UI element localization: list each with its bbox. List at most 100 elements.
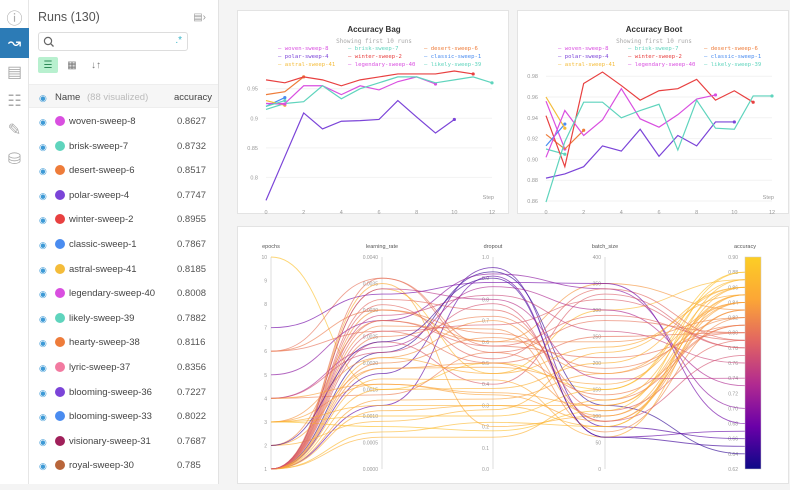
series-line[interactable]	[545, 121, 735, 179]
filter-button[interactable]: ☰	[38, 57, 58, 73]
series-end-point[interactable]	[563, 152, 567, 156]
run-line[interactable]	[270, 277, 746, 470]
legend-item[interactable]: — polar-sweep-4	[558, 54, 609, 60]
run-row[interactable]: ◉ woven-sweep-8 0.8627	[29, 109, 218, 133]
series-line[interactable]	[266, 76, 436, 105]
run-name[interactable]: astral-sweep-41	[69, 263, 137, 275]
run-line[interactable]	[270, 309, 746, 369]
legend-item[interactable]: — brisk-sweep-7	[348, 46, 399, 52]
run-line[interactable]	[270, 309, 746, 470]
run-name[interactable]: lyric-sweep-37	[69, 362, 131, 373]
run-name[interactable]: visionary-sweep-31	[69, 435, 151, 447]
series-line[interactable]	[545, 100, 566, 150]
series-end-point[interactable]	[770, 94, 774, 98]
series-end-point[interactable]	[283, 98, 287, 103]
run-name[interactable]: likely-sweep-39	[69, 312, 135, 324]
run-color-dot[interactable]	[55, 312, 65, 323]
run-line[interactable]	[270, 298, 746, 470]
run-row[interactable]: ◉ likely-sweep-39 0.7882	[29, 306, 218, 330]
run-row[interactable]: ◉ hearty-sweep-38 0.8116	[29, 330, 218, 354]
legend-item[interactable]: — woven-sweep-8	[278, 46, 329, 52]
run-name[interactable]: woven-sweep-8	[69, 116, 136, 127]
series-line[interactable]	[545, 95, 772, 203]
run-line[interactable]	[270, 288, 746, 470]
series-end-point[interactable]	[283, 102, 287, 106]
legend-item[interactable]: — likely-sweep-39	[704, 62, 761, 68]
run-line[interactable]	[270, 301, 746, 406]
series-line[interactable]	[545, 71, 754, 169]
eye-icon[interactable]: ◉	[39, 461, 47, 472]
axis-title[interactable]: batch_size	[592, 244, 618, 250]
axis-title[interactable]: dropout	[484, 244, 503, 250]
eye-icon[interactable]: ◉	[39, 363, 47, 373]
legend-item[interactable]: — astral-sweep-41	[558, 62, 615, 68]
run-row[interactable]: ◉ classic-sweep-1 0.7867	[29, 232, 218, 256]
axis-title[interactable]: learning_rate	[366, 244, 398, 250]
run-color-dot[interactable]	[55, 263, 65, 274]
group-button[interactable]: ▦	[67, 59, 77, 71]
eye-icon[interactable]: ◉	[39, 387, 47, 398]
run-line[interactable]	[270, 324, 746, 399]
series-end-point[interactable]	[452, 117, 456, 122]
series-line[interactable]	[265, 99, 455, 201]
table-icon[interactable]: ▤	[6, 64, 23, 81]
run-name[interactable]: hearty-sweep-38	[69, 337, 140, 349]
run-line[interactable]	[270, 315, 746, 470]
eye-icon[interactable]: ◉	[39, 240, 47, 250]
series-line[interactable]	[265, 76, 305, 96]
parallel-coordinates-chart[interactable]: epochs10987654321learning_rate0.00400.00…	[238, 227, 790, 485]
run-name[interactable]: blooming-sweep-33	[69, 411, 152, 423]
eye-icon[interactable]: ◉	[39, 166, 47, 177]
series-end-point[interactable]	[732, 120, 736, 124]
run-color-dot[interactable]	[55, 239, 65, 249]
run-row[interactable]: ◉ lyric-sweep-37 0.8356	[29, 355, 218, 379]
accuracy-bag-chart[interactable]: Accuracy Bag Showing first 10 runs — woven…	[238, 11, 510, 216]
run-line[interactable]	[270, 301, 746, 470]
run-line[interactable]	[270, 277, 746, 447]
run-color-dot[interactable]	[55, 386, 65, 397]
eye-icon[interactable]: ◉	[39, 264, 47, 275]
legend-item[interactable]: — desert-sweep-6	[704, 46, 758, 52]
run-color-dot[interactable]	[55, 460, 65, 471]
run-line[interactable]	[270, 293, 746, 470]
run-color-dot[interactable]	[55, 116, 65, 126]
name-column-header[interactable]: Name	[55, 92, 81, 103]
run-name[interactable]: royal-sweep-30	[69, 460, 134, 472]
run-row[interactable]: ◉ polar-sweep-4 0.7747	[29, 183, 218, 207]
run-name[interactable]: blooming-sweep-36	[69, 386, 152, 398]
eye-icon[interactable]: ◉	[39, 141, 47, 152]
run-color-dot[interactable]	[55, 435, 65, 446]
run-row[interactable]: ◉ legendary-sweep-40 0.8008	[29, 281, 218, 305]
run-line[interactable]	[270, 294, 746, 470]
series-end-point[interactable]	[563, 126, 567, 130]
legend-item[interactable]: — classic-sweep-1	[424, 54, 481, 60]
run-row[interactable]: ◉ royal-sweep-30 0.785	[29, 453, 218, 477]
sort-button[interactable]: ↓↑	[91, 59, 101, 71]
series-end-point[interactable]	[582, 128, 586, 132]
run-line[interactable]	[270, 286, 746, 428]
legend-item[interactable]: — classic-sweep-1	[704, 54, 761, 60]
chart-icon[interactable]: ↝	[0, 28, 29, 58]
legend-item[interactable]: — polar-sweep-4	[278, 54, 329, 60]
search-box[interactable]: .*	[38, 32, 188, 52]
legend-item[interactable]: — legendary-sweep-40	[348, 62, 415, 68]
legend-item[interactable]: — astral-sweep-41	[278, 62, 335, 68]
legend-item[interactable]: — woven-sweep-8	[558, 46, 609, 52]
search-input[interactable]	[57, 34, 177, 52]
run-row[interactable]: ◉ blooming-sweep-36 0.7227	[29, 380, 218, 404]
run-line[interactable]	[270, 317, 746, 470]
series-line[interactable]	[265, 99, 286, 108]
run-name[interactable]: winter-sweep-2	[69, 214, 134, 226]
accuracy-boot-chart[interactable]: Accuracy Boot Showing first 10 runs — wove…	[518, 11, 790, 216]
accuracy-column-header[interactable]: accuracy	[174, 92, 213, 103]
series-line[interactable]	[265, 76, 493, 110]
eye-icon[interactable]: ◉	[39, 436, 47, 447]
legend-item[interactable]: — likely-sweep-39	[424, 62, 481, 68]
run-line[interactable]	[270, 279, 746, 423]
run-line[interactable]	[270, 275, 746, 470]
legend-item[interactable]: — desert-sweep-6	[424, 46, 478, 52]
legend-item[interactable]: — brisk-sweep-7	[628, 46, 679, 52]
axis-title[interactable]: epochs	[262, 244, 280, 250]
series-end-point[interactable]	[713, 93, 718, 97]
eye-icon[interactable]: ◉	[39, 117, 47, 127]
